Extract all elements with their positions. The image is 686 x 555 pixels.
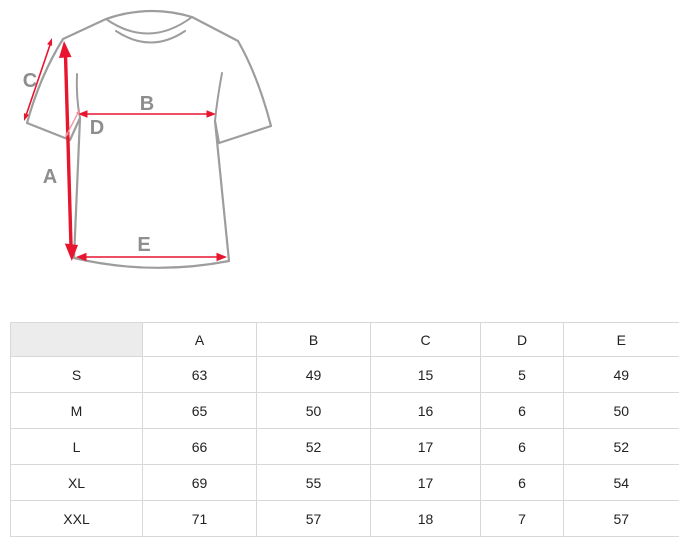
table-cell: 15	[370, 356, 481, 393]
right-sleeve-seam	[214, 72, 223, 122]
collar-opening-line	[105, 16, 193, 35]
table-cell: 17	[370, 464, 481, 501]
table-cell: 16	[370, 392, 481, 429]
table-cell: 52	[256, 428, 371, 465]
table-cell: 50	[256, 392, 371, 429]
table-cell: 57	[563, 500, 679, 537]
left-sleeve-seam	[75, 73, 81, 119]
column-header-d: D	[480, 322, 564, 357]
column-header-a: A	[142, 322, 257, 357]
table-cell: 18	[370, 500, 481, 537]
measure-label-d: D	[90, 117, 104, 139]
table-row-l: L 66 52 17 6 52	[10, 428, 679, 465]
measurement-arrow-b	[78, 110, 216, 118]
measure-label-e: E	[137, 234, 150, 256]
table-cell: 6	[480, 392, 564, 429]
measurement-line-d	[65, 109, 80, 138]
table-row-m: M 65 50 16 6 50	[10, 392, 679, 429]
table-cell: 7	[480, 500, 564, 537]
size-label: XXL	[10, 500, 143, 537]
table-cell: 71	[142, 500, 257, 537]
measurement-arrow-e	[76, 252, 227, 262]
table-cell: 66	[142, 428, 257, 465]
size-label: XL	[10, 464, 143, 501]
table-cell: 52	[563, 428, 679, 465]
tshirt-diagram-svg: C A B D E	[23, 9, 273, 269]
measure-label-a: A	[43, 166, 57, 188]
table-cell: 5	[480, 356, 564, 393]
table-cell: 49	[256, 356, 371, 393]
column-header-e: E	[563, 322, 679, 357]
measurement-arrow-a	[59, 41, 78, 261]
column-header-c: C	[370, 322, 481, 357]
table-cell: 6	[480, 464, 564, 501]
table-cell: 57	[256, 500, 371, 537]
measurement-arrow-c	[23, 38, 53, 121]
collar-band-line	[115, 30, 186, 44]
table-row-xl: XL 69 55 17 6 54	[10, 464, 679, 501]
table-cell: 6	[480, 428, 564, 465]
table-row-s: S 63 49 15 5 49	[10, 356, 679, 393]
table-cell: 54	[563, 464, 679, 501]
table-cell: 69	[142, 464, 257, 501]
size-label: L	[10, 428, 143, 465]
measure-label-b: B	[140, 93, 154, 115]
table-cell: 65	[142, 392, 257, 429]
size-label: M	[10, 392, 143, 429]
table-header-row: A B C D E	[10, 322, 679, 357]
size-label: S	[10, 356, 143, 393]
column-header-b: B	[256, 322, 371, 357]
table-cell: 17	[370, 428, 481, 465]
table-cell: 55	[256, 464, 371, 501]
table-cell: 50	[563, 392, 679, 429]
table-cell: 49	[563, 356, 679, 393]
measure-label-c: C	[23, 70, 37, 92]
tshirt-measurement-diagram: C A B D E	[0, 0, 320, 312]
corner-cell	[10, 322, 143, 357]
size-table: A B C D E S 63 49 15 5 49 M 65 50 16 6 5…	[10, 322, 679, 537]
table-row-xxl: XXL 71 57 18 7 57	[10, 500, 679, 537]
table-cell: 63	[142, 356, 257, 393]
